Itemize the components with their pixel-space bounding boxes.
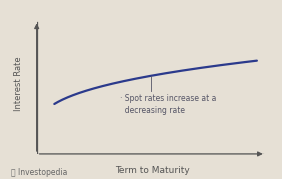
Text: Interest Rate: Interest Rate [14,56,23,110]
Text: Term to Maturity: Term to Maturity [115,166,190,175]
Text: Ⓢ Investopedia: Ⓢ Investopedia [11,168,68,177]
Text: · Spot rates increase at a
  decreasing rate: · Spot rates increase at a decreasing ra… [120,94,217,115]
